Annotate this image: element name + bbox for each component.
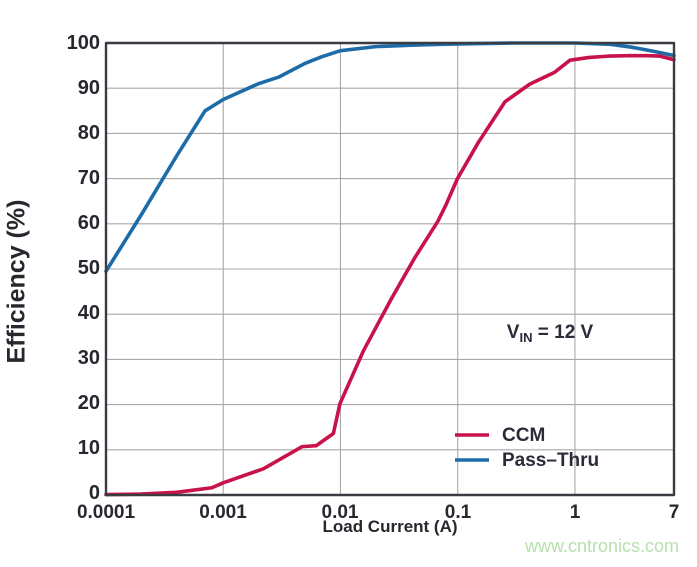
svg-text:CCM: CCM [502,425,545,446]
svg-text:Pass–Thru: Pass–Thru [502,450,599,471]
